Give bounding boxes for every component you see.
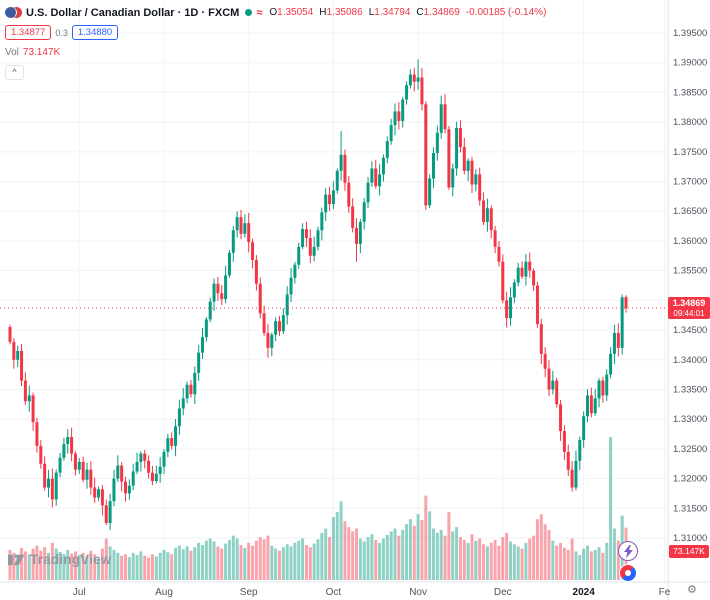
market-open-icon[interactable] <box>245 9 253 16</box>
close-value: 1.34869 <box>423 7 460 18</box>
time-scale[interactable] <box>0 582 668 600</box>
symbol-row: U.S. Dollar / Canadian Dollar · 1D · FXC… <box>5 4 546 21</box>
open-value: 1.35054 <box>277 7 314 18</box>
chart-legend: U.S. Dollar / Canadian Dollar · 1D · FXC… <box>5 4 546 80</box>
close-pair: C1.34869 <box>416 7 459 18</box>
tradingview-logo[interactable]: TradingView <box>8 551 111 568</box>
svg-text:1.38500: 1.38500 <box>673 87 707 98</box>
svg-text:Nov: Nov <box>409 587 427 598</box>
low-label: L <box>368 7 375 18</box>
svg-text:2024: 2024 <box>573 587 596 598</box>
open-pair: O1.35054 <box>269 7 313 18</box>
volume-axis-badge: 73.147K <box>669 545 709 558</box>
svg-text:Dec: Dec <box>494 587 512 598</box>
svg-text:Aug: Aug <box>155 587 173 598</box>
svg-text:1.34500: 1.34500 <box>673 325 707 336</box>
svg-text:1.31500: 1.31500 <box>673 503 707 514</box>
lightning-button[interactable] <box>618 541 638 561</box>
svg-text:1.34000: 1.34000 <box>673 355 707 366</box>
symbol-title[interactable]: U.S. Dollar / Canadian Dollar · 1D · FXC… <box>26 6 240 19</box>
svg-text:1.36500: 1.36500 <box>673 206 707 217</box>
lightning-icon <box>623 544 633 558</box>
svg-text:Oct: Oct <box>326 587 342 598</box>
grid-layer <box>0 0 668 582</box>
high-label: H <box>319 7 327 18</box>
volume-row: Vol 73.147K <box>5 44 546 61</box>
svg-text:1.31000: 1.31000 <box>673 533 707 544</box>
svg-text:1.33000: 1.33000 <box>673 414 707 425</box>
change-value: -0.00185 (-0.14%) <box>465 7 547 18</box>
promo-button[interactable] <box>619 564 637 582</box>
volume-value: 73.147K <box>22 47 61 58</box>
open-label: O <box>269 7 278 18</box>
sell-button[interactable]: 1.34877 <box>5 25 52 40</box>
svg-text:Sep: Sep <box>240 587 258 598</box>
last-price-value: 1.34869 <box>672 298 706 309</box>
symbol-logo-icon[interactable] <box>5 6 22 19</box>
svg-text:1.38000: 1.38000 <box>673 117 707 128</box>
svg-text:Jul: Jul <box>73 587 86 598</box>
spread-value: 0.3 <box>55 27 68 38</box>
svg-text:1.32000: 1.32000 <box>673 474 707 485</box>
low-value: 1.34794 <box>374 7 411 18</box>
tradingview-logo-mark <box>8 554 25 566</box>
volume-layer <box>8 437 628 580</box>
close-label: C <box>416 7 424 18</box>
high-value: 1.35086 <box>326 7 363 18</box>
price-scale[interactable] <box>668 0 710 582</box>
svg-text:1.37000: 1.37000 <box>673 177 707 188</box>
svg-text:1.39000: 1.39000 <box>673 58 707 69</box>
bar-countdown: 09:44:01 <box>673 309 705 319</box>
svg-text:1.33500: 1.33500 <box>673 384 707 395</box>
high-pair: H1.35086 <box>319 7 362 18</box>
svg-text:1.39500: 1.39500 <box>673 28 707 39</box>
collapse-legend-button[interactable]: ^ <box>5 65 24 80</box>
ohlc-values: O1.35054 H1.35086 L1.34794 C1.34869 -0.0… <box>269 7 546 18</box>
time-axis-labels: Jul Aug Sep Oct Nov Dec 2024 Fe <box>73 587 671 598</box>
last-price-badge[interactable]: 1.34869 09:44:01 <box>668 297 710 320</box>
price-axis-labels: 1.39500 1.39000 1.38500 1.38000 1.37500 1.370… <box>673 28 707 544</box>
svg-text:1.37500: 1.37500 <box>673 147 707 158</box>
svg-text:1.36000: 1.36000 <box>673 236 707 247</box>
svg-text:Fe: Fe <box>659 587 671 598</box>
tradingview-logo-text: TradingView <box>30 552 112 567</box>
promo-icon <box>625 570 631 576</box>
bid-ask-row: 1.34877 0.3 1.34880 <box>5 24 546 41</box>
axis-settings-icon[interactable]: ⚙ <box>687 584 697 596</box>
svg-text:1.35500: 1.35500 <box>673 266 707 277</box>
volume-label: Vol <box>5 47 19 58</box>
low-pair: L1.34794 <box>369 7 411 18</box>
approx-data-icon[interactable]: ≈ <box>256 6 263 19</box>
buy-button[interactable]: 1.34880 <box>71 25 119 40</box>
svg-text:1.32500: 1.32500 <box>673 444 707 455</box>
candles-layer <box>8 59 628 530</box>
floating-buttons <box>618 541 638 582</box>
